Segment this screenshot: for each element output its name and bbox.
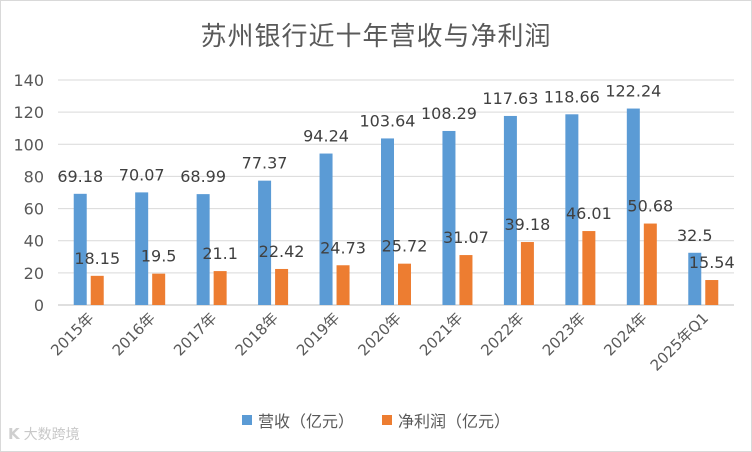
bar-revenue: [196, 194, 210, 305]
data-label-net-profit: 15.54: [689, 253, 735, 272]
data-label-net-profit: 19.5: [141, 247, 177, 266]
data-label-revenue: 32.5: [677, 226, 713, 245]
data-label-net-profit: 22.42: [259, 242, 305, 261]
bar-net-profit: [643, 223, 657, 305]
data-label-revenue: 69.18: [57, 167, 103, 186]
x-tick-label: 2024年: [600, 309, 650, 359]
legend-item-revenue: 营收（亿元）: [241, 408, 354, 432]
bar-net-profit: [459, 255, 473, 305]
bar-net-profit: [336, 265, 350, 305]
bar-revenue: [503, 115, 517, 305]
bar-net-profit: [152, 273, 166, 305]
bar-revenue: [381, 138, 394, 305]
data-label-revenue: 77.37: [242, 154, 288, 173]
x-tick-label: 2023年: [539, 309, 589, 359]
x-tick-label: 2020年: [354, 309, 404, 359]
bar-revenue: [73, 193, 87, 305]
legend: 营收（亿元） 净利润（亿元）: [0, 408, 752, 432]
data-label-net-profit: 50.68: [627, 197, 673, 216]
bar-net-profit: [705, 280, 719, 305]
bar-revenue: [442, 130, 456, 305]
watermark-text: 大数跨境: [23, 427, 80, 443]
data-label-revenue: 117.63: [482, 89, 538, 108]
bar-revenue: [565, 114, 579, 306]
y-tick-label: 140: [13, 71, 44, 90]
chart-title: 苏州银行近十年营收与净利润: [200, 22, 552, 52]
x-tick-label: 2019年: [293, 309, 343, 359]
bar-net-profit: [275, 268, 289, 305]
data-label-net-profit: 31.07: [443, 228, 489, 247]
data-label-revenue: 108.29: [421, 104, 477, 123]
bar-revenue: [135, 192, 149, 305]
data-label-net-profit: 25.72: [382, 237, 428, 256]
data-label-revenue: 118.66: [544, 87, 600, 106]
y-tick-label: 40: [24, 232, 44, 251]
y-tick-label: 0: [34, 296, 44, 315]
x-tick-label: 2018年: [232, 309, 282, 359]
data-label-net-profit: 46.01: [566, 204, 612, 223]
data-label-net-profit: 18.15: [74, 249, 120, 268]
y-tick-label: 80: [24, 167, 44, 186]
y-tick-label: 100: [13, 135, 44, 154]
legend-label-revenue: 营收（亿元）: [257, 412, 354, 431]
bar-revenue: [626, 108, 640, 306]
y-tick-label: 120: [13, 103, 44, 122]
watermark: K 大数跨境: [8, 424, 80, 444]
bar-net-profit: [582, 231, 596, 305]
x-tick-label: 2025年Q1: [647, 309, 712, 374]
y-tick-label: 60: [24, 200, 44, 219]
legend-item-net-profit: 净利润（亿元）: [382, 408, 510, 432]
data-label-net-profit: 39.18: [505, 215, 551, 234]
k-logo-icon: K: [8, 425, 20, 443]
legend-swatch-net-profit: [382, 415, 392, 425]
data-label-revenue: 70.07: [119, 165, 165, 184]
x-tick-label: 2022年: [477, 309, 527, 359]
legend-swatch-revenue: [241, 415, 252, 425]
y-tick-label: 20: [24, 264, 44, 283]
data-label-revenue: 122.24: [605, 82, 661, 101]
bar-revenue: [688, 252, 702, 305]
bar-net-profit: [520, 242, 534, 305]
bar-net-profit: [398, 263, 411, 305]
data-label-revenue: 103.64: [360, 111, 416, 130]
data-label-revenue: 68.99: [180, 167, 226, 186]
data-label-net-profit: 24.73: [320, 238, 366, 257]
x-tick-label: 2015年: [47, 309, 97, 359]
bar-revenue: [319, 153, 333, 305]
bar-revenue: [258, 180, 272, 305]
x-tick-label: 2021年: [416, 309, 466, 359]
bar-net-profit: [90, 275, 104, 305]
x-tick-label: 2016年: [109, 309, 159, 359]
data-label-net-profit: 21.1: [202, 244, 238, 263]
x-tick-label: 2017年: [170, 309, 220, 359]
bar-net-profit: [213, 271, 227, 305]
data-label-revenue: 94.24: [303, 127, 349, 146]
legend-label-net-profit: 净利润（亿元）: [398, 412, 511, 431]
